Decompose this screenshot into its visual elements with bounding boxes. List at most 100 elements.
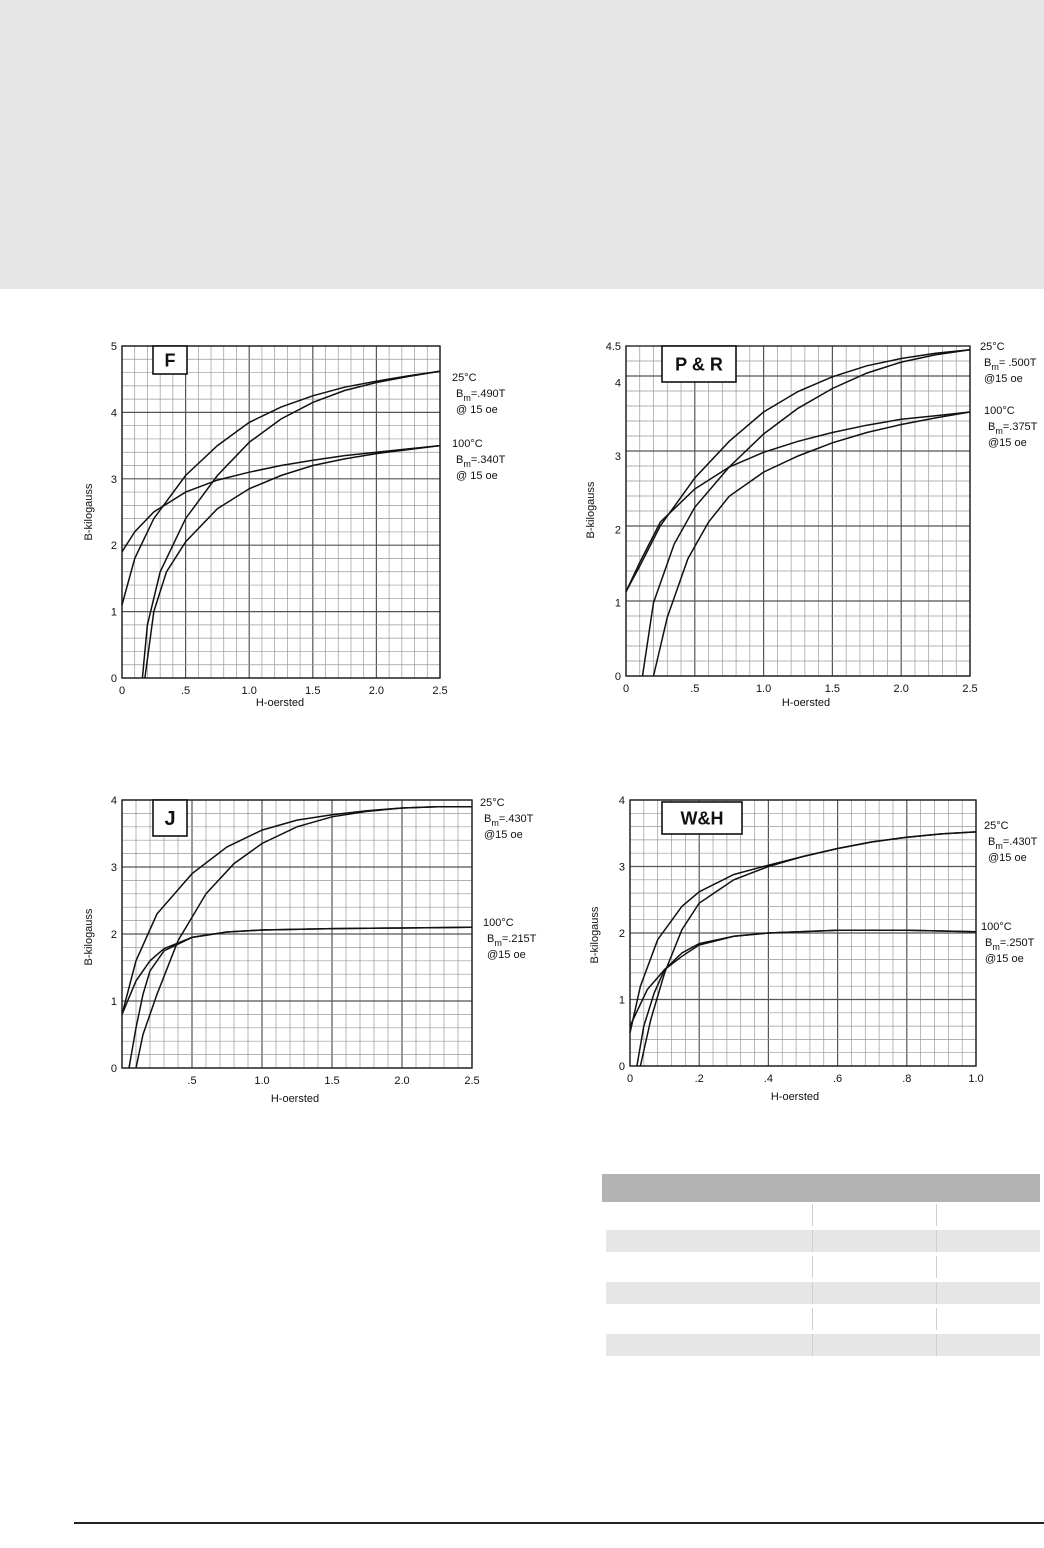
table-row [606,1204,1040,1226]
curve-25c-descending [135,805,472,1069]
y-tick-label: 4.5 [606,341,621,353]
y-tick-label: 2 [111,929,117,941]
y-tick-label: 0 [111,673,117,685]
legend-condition: @15 oe [484,829,523,841]
x-tick-label: 1.5 [305,685,320,697]
x-tick-label: .5 [181,685,190,697]
x-tick-label: 1.5 [324,1075,339,1087]
y-tick-label: 0 [111,1063,117,1075]
x-axis-label: H-oersted [256,697,304,709]
legend-bm-value: Bm=.490T [456,388,506,403]
x-axis-label: H-oersted [771,1091,819,1103]
x-axis-label: H-oersted [271,1093,319,1105]
curve-100c-descending [144,444,441,679]
x-tick-label: .2 [695,1073,704,1085]
legend-bm-value: Bm=.340T [456,454,506,469]
y-axis-label: B-kilogauss [83,908,95,965]
curve-25c-descending [141,370,441,679]
x-tick-label: 2.0 [394,1075,409,1087]
y-tick-label: 1 [619,995,625,1007]
x-tick-label: 2.5 [464,1075,479,1087]
y-tick-label: 3 [111,474,117,486]
table-row [606,1334,1040,1356]
legend-temperature: 25°C [984,820,1009,832]
legend-bm-value: Bm=.215T [487,933,537,948]
y-tick-label: 5 [111,341,117,353]
plot-frame [629,799,977,1067]
y-tick-label: 1 [111,607,117,619]
table-row [606,1256,1040,1278]
x-tick-label: 2.5 [962,683,977,695]
legend-temperature: 100°C [483,917,514,929]
header-band [0,0,1044,289]
table-row [606,1230,1040,1252]
legend-condition: @ 15 oe [456,470,498,482]
conditions-table [602,1174,1040,1360]
y-tick-label: 2 [111,540,117,552]
x-axis-label: H-oersted [782,697,830,709]
x-tick-label: 0 [119,685,125,697]
x-tick-label: 2.0 [894,683,909,695]
y-tick-label: 3 [111,862,117,874]
x-tick-label: 1.0 [968,1073,983,1085]
legend-temperature: 25°C [452,372,477,384]
legend-bm-value: Bm=.430T [484,813,534,828]
grid [121,345,441,679]
legend-temperature: 100°C [452,438,483,450]
curve-25c-ascending [625,348,971,593]
y-tick-label: 0 [615,671,621,683]
y-tick-label: 2 [619,928,625,940]
legend-temperature: 25°C [480,797,505,809]
plot-frame [625,345,971,677]
legend-temperature: 100°C [984,405,1015,417]
x-tick-label: .5 [690,683,699,695]
table-header-bar [602,1174,1040,1202]
curve-25c-descending [641,348,971,677]
y-tick-label: 4 [619,795,625,807]
legend-condition: @15 oe [988,852,1027,864]
x-tick-label: 1.0 [242,685,257,697]
curve-25c-ascending [121,370,441,606]
legend-temperature: 25°C [980,341,1005,353]
y-tick-label: 3 [615,451,621,463]
curve-100c-descending [636,929,977,1067]
legend-condition: @ 15 oe [456,404,498,416]
title-box [661,345,737,383]
chart-title: W&H [681,808,724,828]
footer-rule [74,1522,1044,1524]
y-tick-label: 1 [615,598,621,610]
x-tick-label: .5 [187,1075,196,1087]
curve-100c-descending [128,926,473,1069]
legend-bm-value: Bm=.375T [988,421,1038,436]
title-box [152,799,188,837]
legend-temperature: 100°C [981,921,1012,933]
y-tick-label: 0 [619,1061,625,1073]
x-tick-label: 2.5 [432,685,447,697]
y-tick-label: 3 [619,862,625,874]
plot-frame [121,345,441,679]
plot-frame [121,799,473,1069]
table-row [606,1282,1040,1304]
x-tick-label: .8 [902,1073,911,1085]
grid [629,799,977,1067]
curve-100c-ascending [625,411,971,593]
x-tick-label: 1.5 [825,683,840,695]
curve-100c-descending [652,411,971,677]
y-axis-label: B-kilogauss [585,481,597,538]
y-tick-label: 2 [615,524,621,536]
legend-condition: @15 oe [985,953,1024,965]
x-tick-label: 0 [623,683,629,695]
curve-100c-ascending [629,929,977,1027]
y-tick-label: 4 [111,407,117,419]
legend-bm-value: Bm=.430T [988,836,1038,851]
y-tick-label: 4 [111,795,117,807]
legend-bm-value: Bm=.250T [985,937,1035,952]
y-tick-label: 1 [111,996,117,1008]
x-tick-label: 1.0 [756,683,771,695]
curve-25c-descending [639,831,977,1067]
y-axis-label: B-kilogauss [589,906,601,963]
